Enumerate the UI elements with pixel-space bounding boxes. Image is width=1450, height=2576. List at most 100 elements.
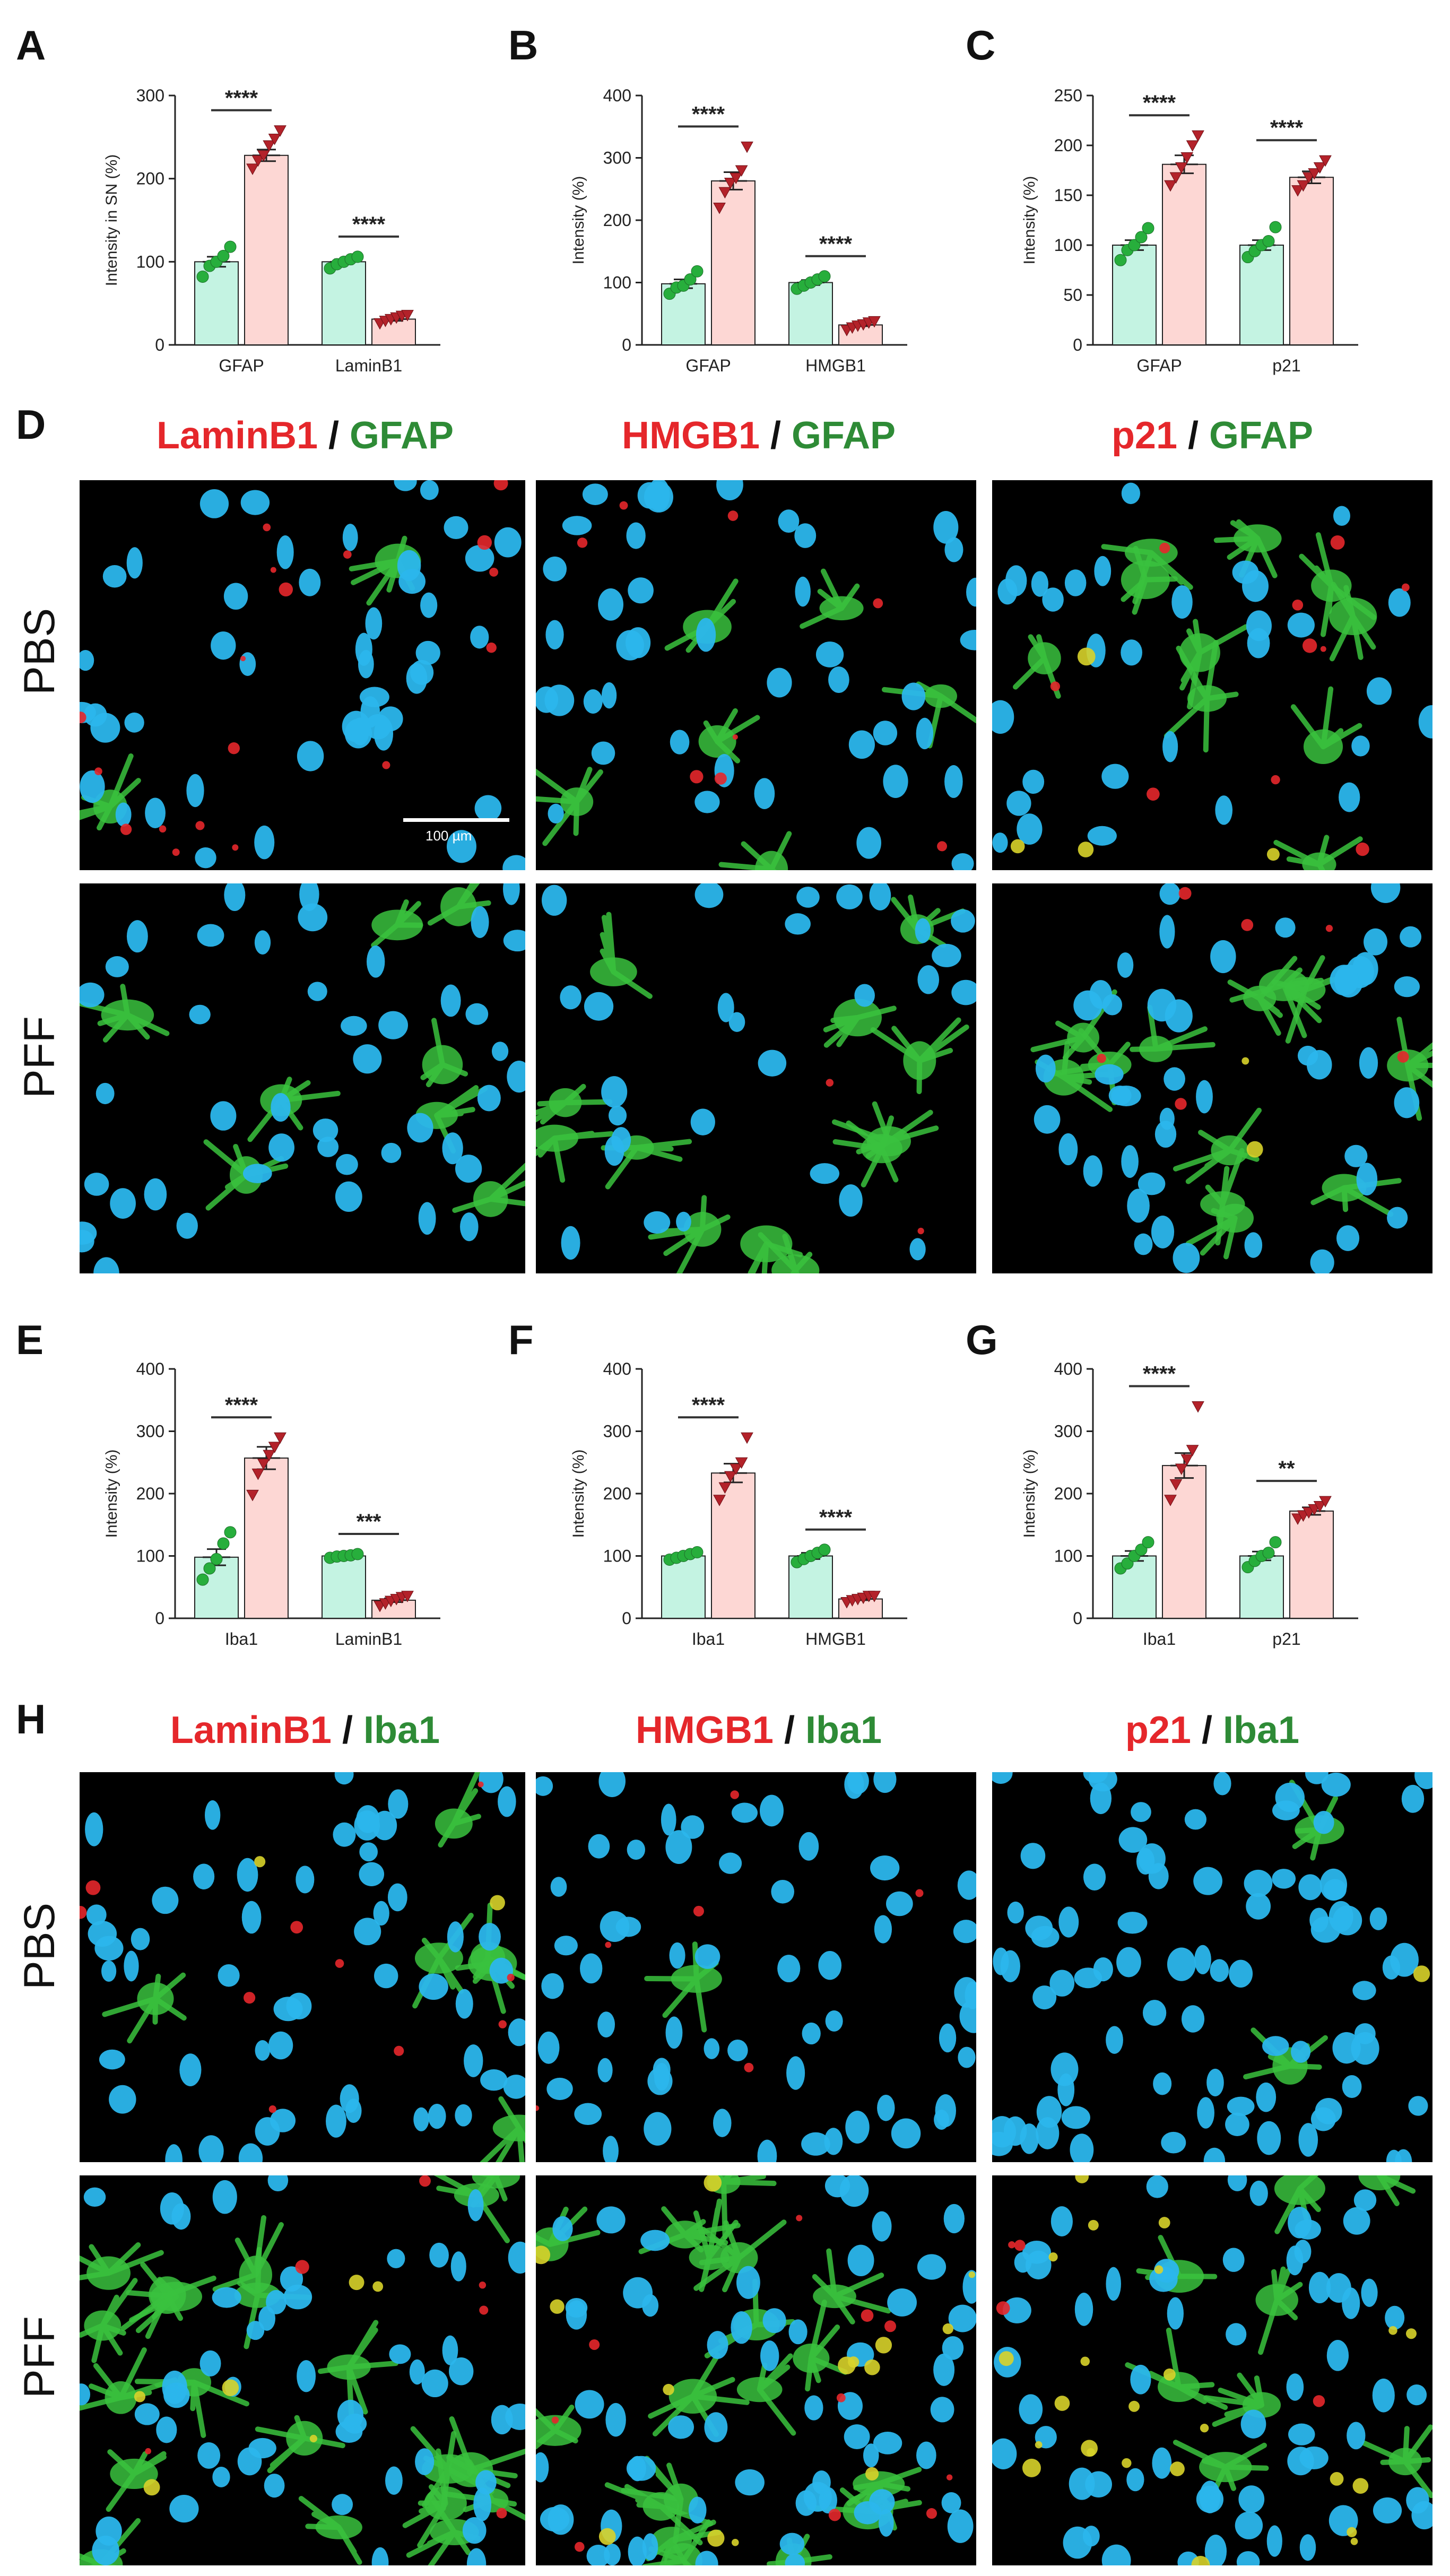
nucleus	[470, 626, 489, 649]
nucleus	[1343, 2207, 1370, 2235]
nucleus	[951, 909, 975, 933]
nucleus	[420, 480, 439, 500]
colocalized-signal	[1077, 647, 1096, 666]
nucleus	[105, 956, 129, 977]
nucleus	[204, 1800, 221, 1830]
nucleus	[960, 629, 976, 650]
nucleus	[828, 666, 849, 693]
nucleus	[1306, 1050, 1332, 1080]
nucleus	[124, 712, 144, 733]
nucleus	[197, 924, 224, 947]
glia-body	[1302, 852, 1336, 870]
red-signal	[826, 1079, 834, 1087]
data-point-pff	[1319, 1496, 1332, 1508]
nucleus	[760, 2340, 779, 2371]
nucleus	[115, 802, 132, 827]
nucleus	[1388, 588, 1411, 617]
data-point-pff	[274, 1432, 286, 1444]
nucleus	[212, 2287, 241, 2308]
micrograph-d-pbs-laminb1	[80, 480, 525, 870]
data-point-pbs	[196, 1573, 209, 1586]
nucleus	[334, 1772, 354, 1785]
glia-process	[212, 2215, 284, 2292]
nucleus	[1210, 1959, 1229, 1982]
glia-body	[813, 2284, 856, 2309]
nucleus	[1400, 926, 1422, 948]
nucleus	[378, 1011, 409, 1039]
significance-label: ****	[819, 1506, 853, 1529]
data-point-pff	[730, 172, 743, 185]
nucleus	[94, 1936, 124, 1961]
colocalized-signal	[1405, 2328, 1417, 2339]
nucleus	[507, 1060, 525, 1093]
nucleus	[1418, 705, 1432, 739]
y-tick-label: 200	[603, 211, 631, 230]
colocalized-signal	[1054, 2396, 1070, 2411]
nucleus	[99, 2049, 125, 2070]
nucleus	[948, 2304, 976, 2332]
nucleus	[1089, 980, 1112, 1009]
glia-body	[671, 1965, 722, 1993]
red-signal	[228, 742, 240, 754]
stain-title-h3: p21 / Iba1	[992, 1708, 1432, 1752]
red-signal	[574, 2542, 585, 2552]
nucleus	[389, 2344, 411, 2364]
nucleus	[1288, 2423, 1315, 2445]
data-point-pff	[263, 140, 276, 152]
red-signal	[498, 2020, 507, 2028]
red-signal	[507, 1973, 515, 1982]
nucleus	[145, 797, 166, 828]
nucleus	[176, 1212, 198, 1239]
nucleus	[193, 1863, 215, 1890]
nucleus	[268, 1133, 294, 1162]
red-signal	[536, 2105, 540, 2111]
significance-label: ****	[352, 213, 386, 236]
nucleus	[909, 1238, 926, 1261]
y-tick-label: 300	[603, 149, 631, 168]
nucleus	[802, 2022, 821, 2045]
nucleus	[503, 930, 525, 952]
nucleus	[767, 667, 792, 698]
nucleus	[1275, 917, 1296, 938]
nucleus	[1101, 2544, 1131, 2565]
nucleus	[365, 607, 383, 640]
nucleus	[341, 1016, 367, 1036]
y-tick-label: 300	[603, 1422, 631, 1441]
glia-body	[853, 2471, 905, 2496]
red-signal	[577, 537, 588, 548]
stain-green-label: GFAP	[1209, 414, 1314, 457]
nucleus	[1094, 556, 1112, 586]
nucleus	[109, 2085, 136, 2114]
nucleus	[877, 2095, 895, 2121]
red-signal	[1271, 775, 1280, 785]
nucleus	[1244, 1869, 1273, 1897]
nucleus	[355, 632, 372, 666]
nucleus	[387, 1883, 407, 1912]
nucleus	[1369, 1907, 1387, 1930]
nucleus	[1287, 612, 1315, 638]
nucleus	[465, 1003, 489, 1025]
nucleus	[731, 2311, 752, 2344]
nucleus	[942, 2336, 964, 2360]
nucleus	[825, 2010, 843, 2032]
y-tick-label: 0	[622, 1609, 631, 1628]
nucleus	[695, 2551, 718, 2565]
nucleus	[1394, 976, 1420, 998]
data-point-pff	[274, 125, 286, 137]
nucleus	[626, 522, 646, 549]
nucleus	[854, 984, 875, 1007]
glia-body	[861, 1134, 902, 1164]
nucleus	[1370, 883, 1401, 903]
nucleus	[1131, 1802, 1151, 1823]
nucleus	[479, 1772, 503, 1793]
colocalized-signal	[349, 2275, 364, 2291]
nucleus	[101, 1960, 117, 1982]
nucleus	[258, 2306, 276, 2331]
red-signal	[120, 823, 132, 835]
nucleus	[86, 1904, 107, 1926]
glia-body	[771, 1254, 820, 1273]
nucleus	[1394, 1087, 1420, 1118]
glia-process	[832, 1115, 899, 1187]
nucleus	[283, 2284, 312, 2310]
significance-label: ***	[357, 1510, 381, 1533]
